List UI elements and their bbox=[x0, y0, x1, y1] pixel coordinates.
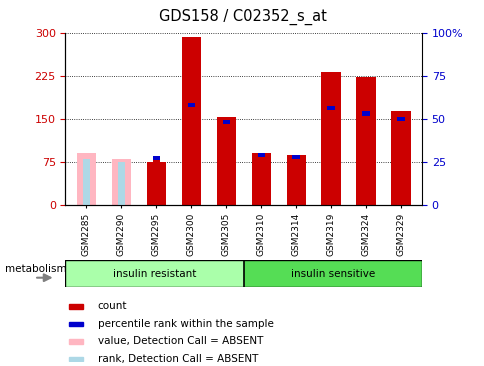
Bar bbox=[69, 357, 83, 361]
Bar bbox=[152, 156, 160, 205]
Bar bbox=[286, 154, 305, 205]
Bar bbox=[251, 153, 270, 205]
Text: value, Detection Call = ABSENT: value, Detection Call = ABSENT bbox=[97, 336, 262, 347]
Text: insulin sensitive: insulin sensitive bbox=[290, 269, 374, 279]
Text: count: count bbox=[97, 301, 127, 311]
Bar bbox=[69, 322, 83, 326]
Bar bbox=[327, 107, 334, 205]
Bar bbox=[69, 339, 83, 344]
Bar bbox=[391, 112, 410, 205]
Bar bbox=[396, 121, 404, 205]
Bar bbox=[257, 153, 264, 205]
Bar bbox=[362, 112, 369, 205]
Bar bbox=[327, 111, 334, 205]
Bar bbox=[82, 158, 90, 205]
Text: metabolism: metabolism bbox=[5, 265, 66, 274]
Text: percentile rank within the sample: percentile rank within the sample bbox=[97, 319, 273, 329]
Bar bbox=[152, 160, 160, 205]
Bar bbox=[65, 260, 243, 287]
Bar bbox=[321, 72, 340, 205]
Bar bbox=[117, 162, 125, 205]
Bar bbox=[222, 120, 229, 205]
Bar bbox=[222, 124, 229, 205]
Bar bbox=[292, 154, 299, 205]
Text: rank, Detection Call = ABSENT: rank, Detection Call = ABSENT bbox=[97, 354, 257, 364]
Bar bbox=[396, 117, 404, 205]
Bar bbox=[257, 157, 264, 205]
Bar bbox=[243, 260, 421, 287]
Bar bbox=[187, 103, 195, 205]
Bar bbox=[76, 153, 96, 205]
Bar bbox=[216, 117, 235, 205]
Bar bbox=[147, 162, 166, 205]
Bar bbox=[356, 76, 375, 205]
Bar bbox=[111, 159, 131, 205]
Bar bbox=[187, 107, 195, 205]
Text: GDS158 / C02352_s_at: GDS158 / C02352_s_at bbox=[158, 9, 326, 25]
Text: insulin resistant: insulin resistant bbox=[113, 269, 196, 279]
Bar bbox=[182, 37, 200, 205]
Bar bbox=[362, 116, 369, 205]
Bar bbox=[292, 158, 299, 205]
Bar bbox=[69, 304, 83, 309]
